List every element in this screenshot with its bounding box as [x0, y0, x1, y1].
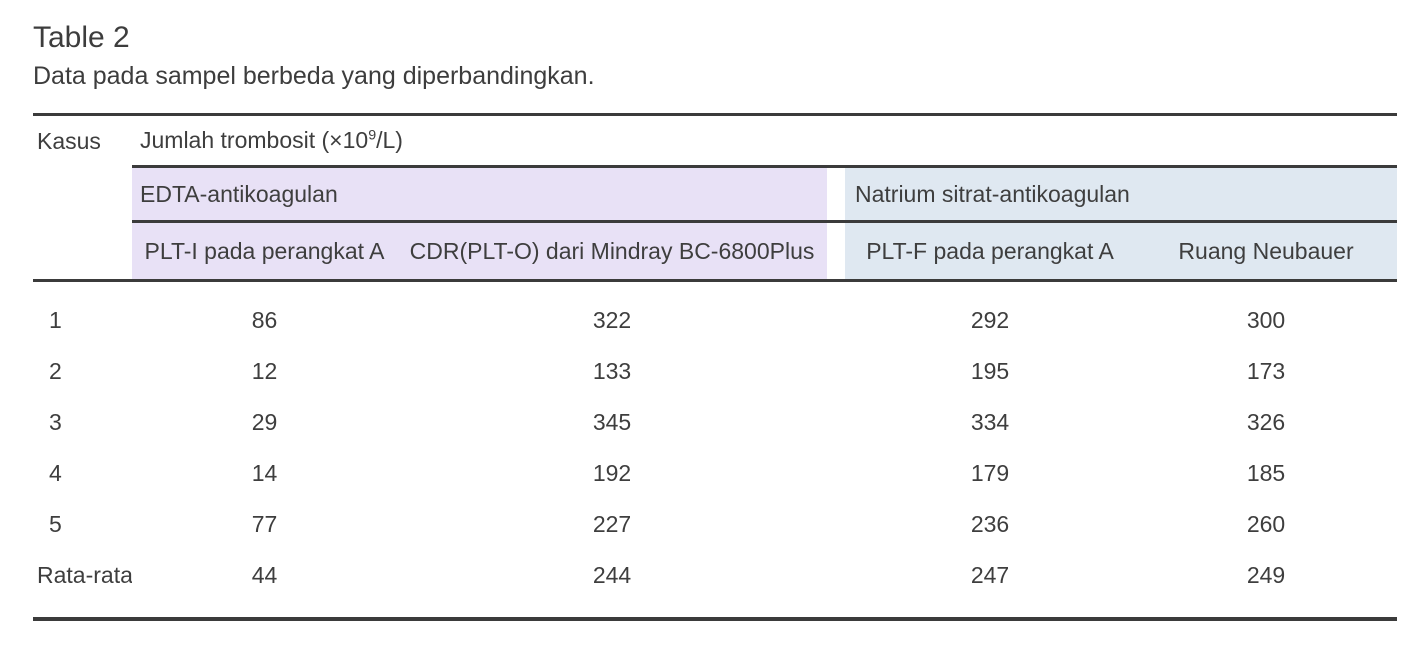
header-row-methods: PLT-I pada perangkat A CDR(PLT-O) dari M…	[33, 221, 1398, 282]
table-row-case-3: 3 29 345 334 326	[33, 397, 1397, 448]
col-header-plt-f: PLT-F pada perangkat A	[845, 221, 1135, 282]
group-header-jumlah-trombosit: Jumlah trombosit (×109/L)	[132, 114, 1398, 168]
cell-plt-i: 12	[251, 358, 278, 384]
natrium-group-header: Natrium sitrat-antikoagulan	[845, 166, 1398, 223]
unit-prefix: Jumlah trombosit (×10	[140, 127, 369, 153]
group-gap	[827, 166, 845, 223]
cell-ruang-neubauer: 260	[1246, 511, 1286, 537]
gap-cell	[827, 281, 845, 347]
cell-plt-f: 195	[970, 358, 1010, 384]
cell-cdr-plt-o: 192	[592, 460, 632, 486]
cell-plt-i: 29	[251, 409, 278, 435]
cell-cdr-plt-o: 345	[592, 409, 632, 435]
cell-cdr-plt-o: 322	[592, 307, 632, 333]
row-label: 4	[49, 460, 62, 486]
cell-ruang-neubauer: 249	[1246, 562, 1286, 588]
col-header-cdr-plt-o: CDR(PLT-O) dari Mindray BC-6800Plus	[397, 221, 827, 282]
unit-suffix: /L)	[376, 127, 403, 153]
header-row-units: Kasus Jumlah trombosit (×109/L)	[33, 114, 1398, 168]
table-row-case-5: 5 77 227 236 260	[33, 499, 1397, 550]
cell-plt-i: 44	[251, 562, 278, 588]
col-header-plt-i: PLT-I pada perangkat A	[132, 221, 397, 282]
group-gap	[827, 221, 845, 282]
cell-plt-f: 292	[970, 307, 1010, 333]
table-title: Table 2	[33, 21, 130, 54]
table-caption: Data pada sampel berbeda yang diperbandi…	[33, 62, 595, 90]
gap-cell	[827, 550, 845, 619]
table-row-case-1: 1 86 322 292 300	[33, 281, 1397, 347]
cell-plt-f: 236	[970, 511, 1010, 537]
cell-ruang-neubauer: 326	[1246, 409, 1286, 435]
cell-plt-i: 86	[251, 307, 278, 333]
empty-cell	[33, 167, 132, 222]
cell-ruang-neubauer: 300	[1246, 307, 1286, 333]
cell-plt-f: 247	[970, 562, 1010, 588]
table-row-case-2: 2 12 133 195 173	[33, 346, 1397, 397]
gap-cell	[827, 397, 845, 448]
edta-group-header: EDTA-antikoagulan	[132, 166, 827, 223]
table-row-case-4: 4 14 192 179 185	[33, 448, 1397, 499]
row-label: 1	[49, 307, 62, 333]
col-header-ruang-neubauer: Ruang Neubauer	[1135, 221, 1398, 282]
cell-cdr-plt-o: 244	[592, 562, 632, 588]
cell-ruang-neubauer: 185	[1246, 460, 1286, 486]
gap-cell	[827, 448, 845, 499]
row-label: 3	[49, 409, 62, 435]
unit-superscript: 9	[368, 127, 377, 144]
cell-plt-f: 334	[970, 409, 1010, 435]
row-label: 5	[49, 511, 62, 537]
cell-ruang-neubauer: 173	[1246, 358, 1286, 384]
empty-cell	[33, 221, 132, 282]
cell-cdr-plt-o: 227	[592, 511, 632, 537]
cell-plt-f: 179	[970, 460, 1010, 486]
table-row-mean: Rata-rata 44 244 247 249	[33, 550, 1397, 619]
cell-plt-i: 14	[251, 460, 278, 486]
gap-cell	[827, 499, 845, 550]
row-label: 2	[49, 358, 62, 384]
header-row-anticoagulant-groups: EDTA-antikoagulan Natrium sitrat-antikoa…	[33, 166, 1398, 223]
cell-plt-i: 77	[251, 511, 278, 537]
gap-cell	[827, 346, 845, 397]
page: Table 2 Data pada sampel berbeda yang di…	[33, 21, 1398, 621]
row-label: Rata-rata	[37, 562, 132, 588]
platelet-comparison-table: Kasus Jumlah trombosit (×109/L) EDTA-ant…	[33, 113, 1398, 621]
kasus-column-header: Kasus	[37, 127, 101, 154]
cell-cdr-plt-o: 133	[592, 358, 632, 384]
